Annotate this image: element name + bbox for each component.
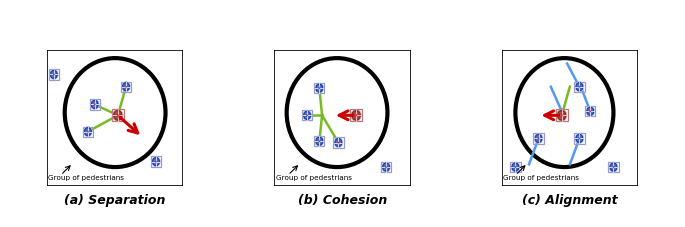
Ellipse shape <box>384 164 389 170</box>
Circle shape <box>385 166 387 168</box>
Ellipse shape <box>611 164 616 170</box>
Bar <box>585 106 595 116</box>
Ellipse shape <box>512 164 518 170</box>
Circle shape <box>338 142 339 143</box>
Bar <box>574 133 584 144</box>
Bar <box>381 162 391 172</box>
Circle shape <box>155 161 157 163</box>
Ellipse shape <box>557 109 566 121</box>
Bar <box>49 69 59 80</box>
Ellipse shape <box>577 135 582 142</box>
Circle shape <box>589 110 591 112</box>
Ellipse shape <box>382 162 390 172</box>
Circle shape <box>94 104 96 105</box>
Bar <box>314 83 325 93</box>
Ellipse shape <box>353 111 360 119</box>
Ellipse shape <box>151 157 160 167</box>
Circle shape <box>579 138 580 139</box>
Bar <box>574 81 584 92</box>
Circle shape <box>538 138 539 139</box>
Ellipse shape <box>123 83 129 90</box>
Bar <box>350 109 362 121</box>
Bar <box>556 109 568 121</box>
Ellipse shape <box>609 162 618 172</box>
Ellipse shape <box>536 135 541 142</box>
Bar <box>90 99 100 110</box>
Bar <box>608 162 619 172</box>
Ellipse shape <box>575 133 584 143</box>
Bar <box>151 156 161 167</box>
Bar <box>83 126 93 137</box>
Ellipse shape <box>577 83 582 90</box>
Bar <box>121 81 131 92</box>
Ellipse shape <box>351 109 361 121</box>
Text: (c) Alignment: (c) Alignment <box>522 194 618 207</box>
Ellipse shape <box>153 158 159 165</box>
Circle shape <box>319 87 320 89</box>
Ellipse shape <box>334 138 342 148</box>
Ellipse shape <box>336 139 341 146</box>
Ellipse shape <box>114 111 121 119</box>
Circle shape <box>53 74 55 75</box>
Ellipse shape <box>511 162 520 172</box>
Text: (b) Cohesion: (b) Cohesion <box>298 194 387 207</box>
Ellipse shape <box>84 127 92 137</box>
Text: (a) Separation: (a) Separation <box>64 194 166 207</box>
Text: Group of pedestrians: Group of pedestrians <box>49 175 125 180</box>
Ellipse shape <box>315 136 324 146</box>
Ellipse shape <box>51 71 57 78</box>
Circle shape <box>117 114 119 116</box>
Ellipse shape <box>304 112 310 119</box>
Ellipse shape <box>85 128 90 135</box>
Ellipse shape <box>303 110 312 120</box>
Circle shape <box>514 166 516 168</box>
Text: Group of pedestrians: Group of pedestrians <box>276 175 352 180</box>
Ellipse shape <box>316 138 322 145</box>
Ellipse shape <box>588 108 593 115</box>
Bar <box>302 110 312 121</box>
Circle shape <box>561 114 562 116</box>
Ellipse shape <box>113 109 123 121</box>
Ellipse shape <box>122 82 130 92</box>
Circle shape <box>125 86 127 88</box>
Circle shape <box>612 166 614 168</box>
Ellipse shape <box>558 111 565 119</box>
Circle shape <box>306 114 308 116</box>
Ellipse shape <box>49 69 58 79</box>
Ellipse shape <box>316 85 322 91</box>
Bar <box>112 109 124 121</box>
Bar <box>510 162 521 172</box>
Ellipse shape <box>586 106 595 116</box>
Bar <box>314 136 325 146</box>
Ellipse shape <box>315 83 324 93</box>
Circle shape <box>355 114 357 116</box>
Bar <box>534 133 544 144</box>
Ellipse shape <box>575 82 584 92</box>
Bar <box>334 137 344 148</box>
Circle shape <box>87 131 89 133</box>
Text: Group of pedestrians: Group of pedestrians <box>503 175 579 180</box>
Circle shape <box>579 86 580 88</box>
Ellipse shape <box>92 101 97 108</box>
Circle shape <box>319 140 320 142</box>
Ellipse shape <box>90 99 99 109</box>
Ellipse shape <box>534 133 543 143</box>
